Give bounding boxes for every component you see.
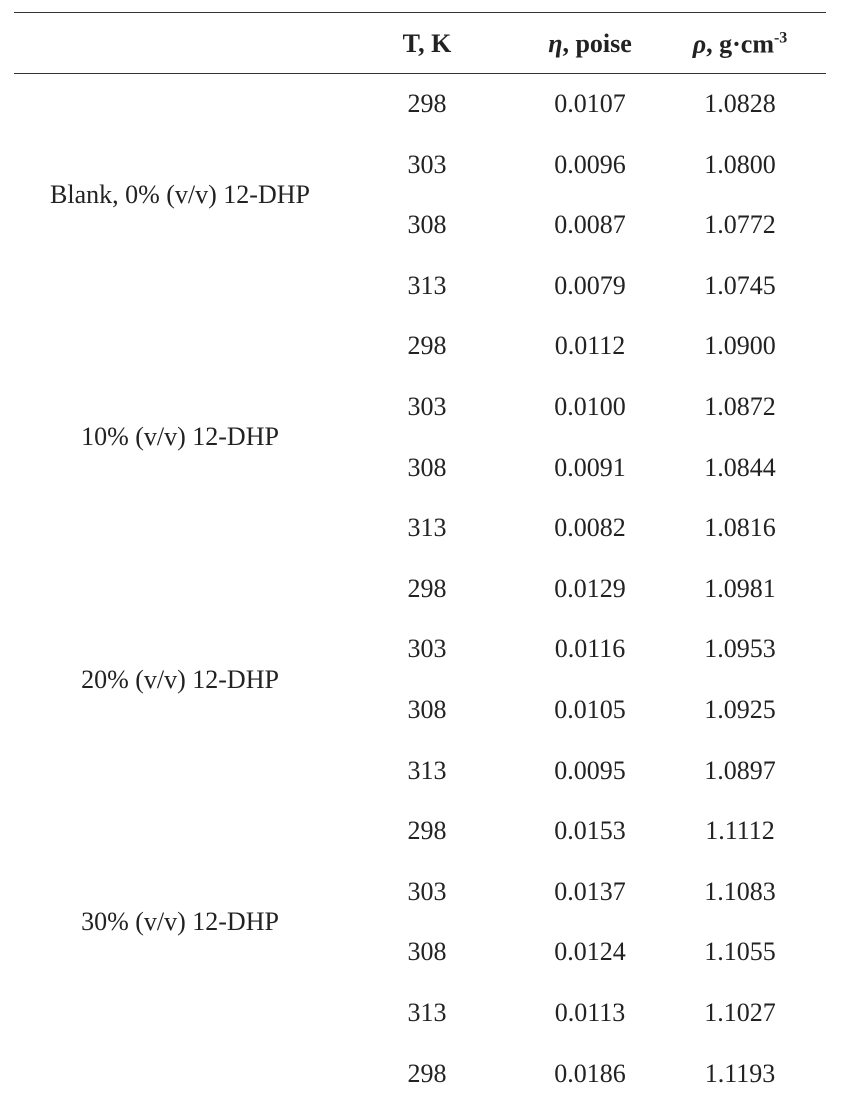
table-cell: 1.0828 <box>704 89 776 118</box>
table-cell: 308 <box>407 695 447 724</box>
header-symbol: η <box>548 29 563 58</box>
table-cell: 308 <box>407 452 447 482</box>
table-cell: 1.0925 <box>704 695 776 724</box>
table-cell: 298 <box>407 816 447 846</box>
table-cell: 298 <box>407 573 447 603</box>
table-cell: 308 <box>407 210 447 240</box>
table-cell: 1.1027 <box>704 998 776 1027</box>
table-cell: 1.1193 <box>704 1058 776 1088</box>
header-cell: T, K <box>403 31 452 57</box>
table-cell: 0.0186 <box>554 1058 626 1088</box>
table-cell: 1.0900 <box>704 331 776 361</box>
header-superscript: -3 <box>773 29 788 47</box>
group-label: 20% (v/v) 12-DHP <box>81 664 279 694</box>
header-symbol: ρ <box>692 29 707 59</box>
table-cell: 0.0100 <box>554 392 626 421</box>
table-cell: 0.0079 <box>554 270 626 300</box>
table-cell: 303 <box>407 634 447 664</box>
top-rule <box>14 12 826 13</box>
table-cell: 0.0137 <box>554 876 626 906</box>
table-cell: 298 <box>407 1058 447 1088</box>
table-cell: 1.0844 <box>704 452 776 482</box>
table-cell: 1.0897 <box>704 755 776 785</box>
table-cell: 308 <box>407 937 447 967</box>
table-cell: 0.0124 <box>554 937 626 967</box>
table-cell: 313 <box>407 998 447 1027</box>
table-cell: 0.0116 <box>554 634 626 664</box>
table-cell: 298 <box>407 331 447 361</box>
table-cell: 298 <box>407 89 447 118</box>
header-rule <box>14 73 826 74</box>
table-cell: 0.0107 <box>554 89 626 118</box>
table-cell: 0.0113 <box>554 998 626 1027</box>
header-text: , poise <box>562 29 632 58</box>
table-cell: 1.1112 <box>705 816 775 846</box>
table-cell: 303 <box>407 392 447 421</box>
table-cell: 1.0816 <box>704 513 776 543</box>
table-cell: 1.0800 <box>704 149 776 179</box>
table-cell: 303 <box>407 149 447 179</box>
table-cell: 0.0105 <box>554 695 626 724</box>
group-label: Blank, 0% (v/v) 12-DHP <box>50 179 310 209</box>
table-cell: 1.0745 <box>704 270 776 300</box>
table-cell: 0.0091 <box>554 452 626 482</box>
table-cell: 0.0096 <box>554 149 626 179</box>
group-label: 30% (v/v) 12-DHP <box>81 907 279 937</box>
table-cell: 1.1055 <box>704 937 776 967</box>
table-cell: 313 <box>407 513 447 543</box>
table-cell: 313 <box>407 270 447 300</box>
table-cell: 1.0772 <box>704 210 776 240</box>
table-cell: 0.0129 <box>554 573 626 603</box>
header-text: T, K <box>402 29 452 58</box>
table-cell: 1.0872 <box>704 392 776 421</box>
header-cell: η, poise <box>548 31 632 57</box>
table-cell: 1.1083 <box>704 876 776 906</box>
table-cell: 1.0981 <box>704 573 776 603</box>
table-cell: 0.0112 <box>554 331 626 361</box>
header-cell: ρ, g·cm-3 <box>692 29 788 59</box>
table-cell: 0.0082 <box>554 513 626 543</box>
table-cell: 0.0087 <box>554 210 626 240</box>
table-cell: 313 <box>407 755 447 785</box>
header-text: , g·cm <box>706 29 774 59</box>
table-cell: 1.0953 <box>704 634 776 664</box>
table-cell: 303 <box>407 876 447 906</box>
group-label: 10% (v/v) 12-DHP <box>81 422 279 452</box>
table-cell: 0.0095 <box>554 755 626 785</box>
table-cell: 0.0153 <box>554 816 626 846</box>
